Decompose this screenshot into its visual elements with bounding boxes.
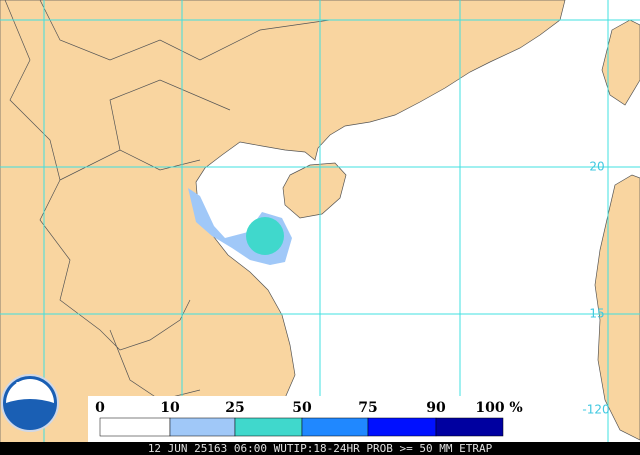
legend-label: 25 <box>225 400 244 416</box>
logo-text: NOAA <box>16 382 45 392</box>
legend-swatch <box>169 417 236 437</box>
legend: 0 10 25 50 75 90 100% <box>95 400 523 437</box>
legend-swatch <box>301 417 369 437</box>
borders <box>4 0 331 401</box>
footer-text: 12 JUN 25163 06:00 WUTIP:18-24HR PROB >=… <box>148 442 493 455</box>
legend-label: 90 <box>426 400 446 416</box>
legend-label: 10 <box>160 400 180 416</box>
legend-label: 75 <box>358 400 377 416</box>
lon-label: -120 <box>582 403 609 417</box>
legend-swatch <box>234 417 303 437</box>
legend-unit: % <box>509 400 522 416</box>
footer-bar <box>0 442 640 455</box>
hainan <box>282 162 347 219</box>
noaa-logo: NOAA <box>1 374 59 432</box>
taiwan <box>601 19 640 106</box>
legend-label: 50 <box>292 400 312 416</box>
lat-label: 15 <box>589 307 604 321</box>
legend-swatch <box>99 417 171 437</box>
philippines <box>594 174 640 441</box>
precip-medium <box>246 217 284 255</box>
legend-swatch <box>367 417 437 437</box>
legend-swatch <box>435 417 504 437</box>
legend-label: 0 <box>95 400 105 416</box>
lat-label: 20 <box>589 160 604 174</box>
legend-label: 100 <box>475 400 504 416</box>
logo-bird <box>6 379 54 403</box>
